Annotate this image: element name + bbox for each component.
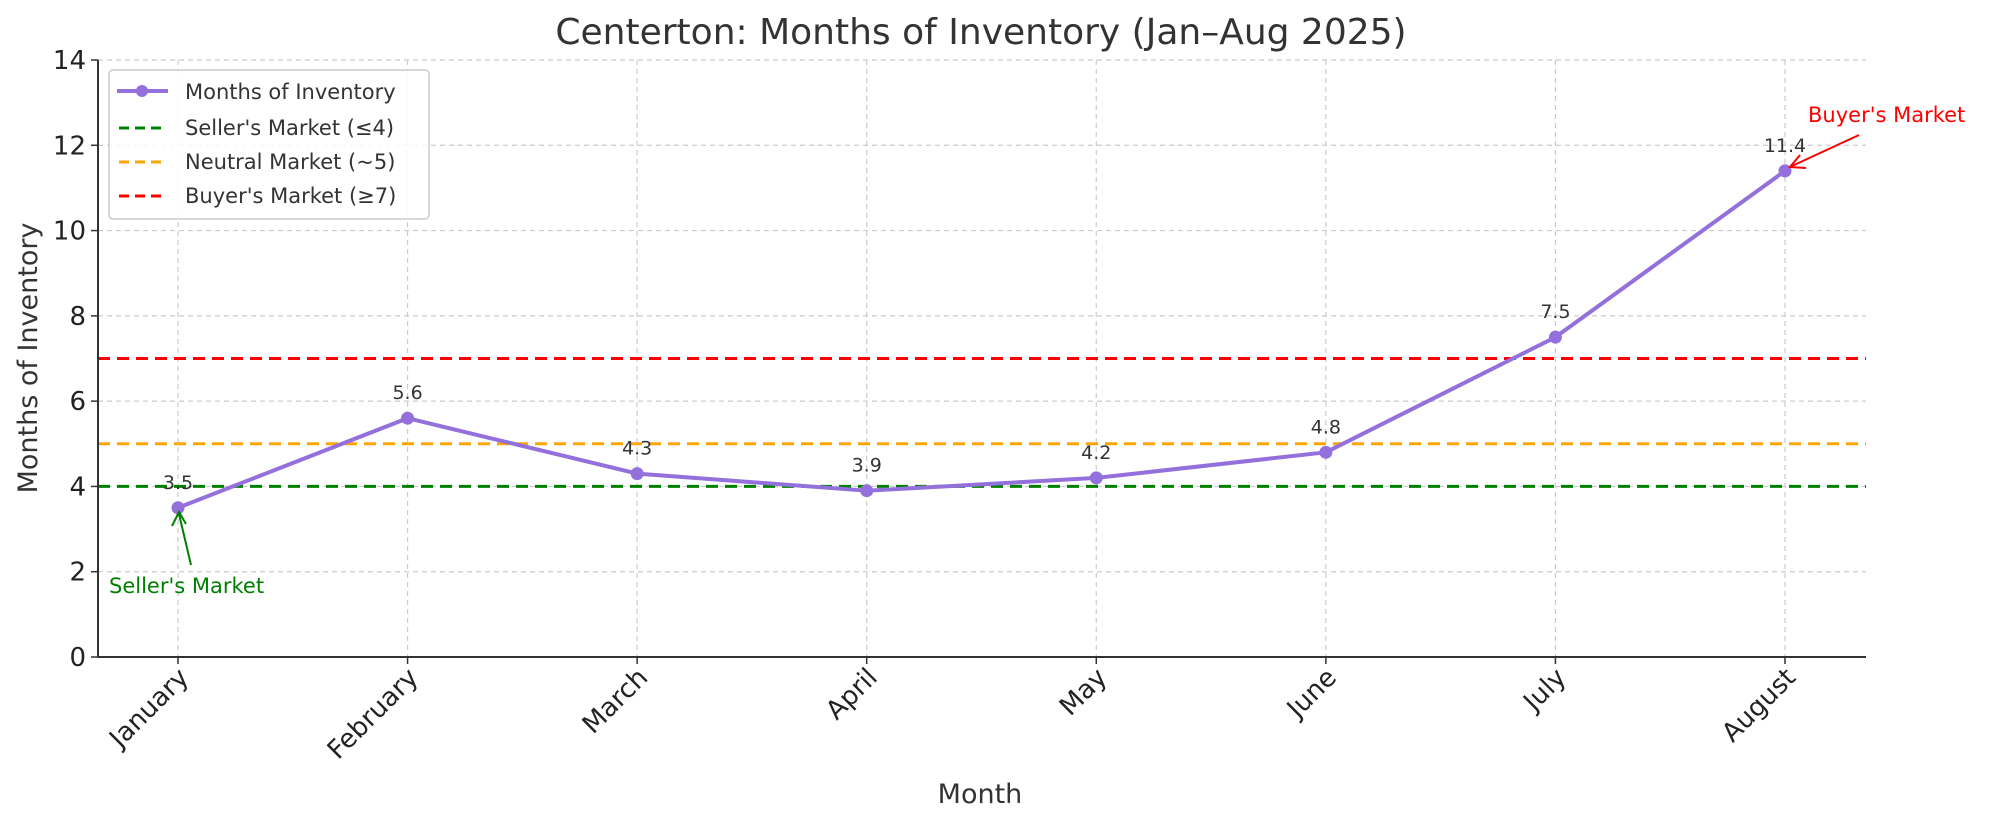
data-point xyxy=(1548,330,1562,344)
data-label: 5.6 xyxy=(392,382,422,404)
data-point xyxy=(630,467,644,481)
data-label: 4.2 xyxy=(1081,442,1111,464)
y-tick-label: 10 xyxy=(53,217,86,247)
legend-marker-icon xyxy=(136,85,148,97)
y-tick-label: 0 xyxy=(69,643,86,673)
x-tick-label: March xyxy=(577,663,654,740)
data-point xyxy=(1089,471,1103,485)
y-tick-label: 6 xyxy=(69,387,86,417)
data-label: 3.5 xyxy=(163,472,193,494)
legend-label-series: Months of Inventory xyxy=(185,80,396,104)
data-point xyxy=(1319,445,1333,459)
data-label: 4.3 xyxy=(622,438,652,460)
y-tick-label: 12 xyxy=(53,131,86,161)
y-ticks: 0 2 4 6 8 10 12 14 xyxy=(53,46,98,673)
legend-label-buyer: Buyer's Market (≥7) xyxy=(185,184,396,208)
data-label: 3.9 xyxy=(852,455,882,477)
buyer-annotation-arrow xyxy=(1791,134,1860,167)
y-tick-label: 4 xyxy=(69,472,86,502)
x-tick-label: August xyxy=(1716,663,1802,749)
buyer-arrow-head-icon xyxy=(1787,154,1807,169)
x-ticks: January February March April May June July Augu… xyxy=(103,657,1802,765)
axes xyxy=(97,60,1866,658)
data-point xyxy=(171,501,185,515)
legend-label-neutral: Neutral Market (~5) xyxy=(185,150,395,174)
y-axis-label: Months of Inventory xyxy=(13,223,44,494)
annotations: Seller's Market Buyer's Market xyxy=(109,103,1965,598)
x-tick-label: July xyxy=(1517,663,1573,719)
x-tick-label: April xyxy=(820,663,883,726)
buyer-annotation-text: Buyer's Market xyxy=(1808,103,1965,127)
series-line xyxy=(177,169,1787,510)
x-tick-label: February xyxy=(322,663,425,766)
data-label: 11.4 xyxy=(1764,135,1806,157)
legend: Months of Inventory Seller's Market (≤4)… xyxy=(108,69,430,220)
legend-label-seller: Seller's Market (≤4) xyxy=(185,116,394,140)
x-axis-label: Month xyxy=(938,779,1023,810)
y-tick-label: 8 xyxy=(69,302,86,332)
data-point xyxy=(401,411,415,425)
x-tick-label: May xyxy=(1054,663,1113,722)
x-tick-label: June xyxy=(1280,663,1343,726)
chart-title: Centerton: Months of Inventory (Jan–Aug … xyxy=(555,12,1406,53)
y-tick-label: 14 xyxy=(53,46,86,76)
seller-annotation-text: Seller's Market xyxy=(109,574,264,598)
reference-lines xyxy=(98,357,1866,488)
data-label: 7.5 xyxy=(1540,301,1570,323)
data-point xyxy=(860,484,874,498)
seller-arrow-head-icon xyxy=(171,509,187,527)
data-label: 4.8 xyxy=(1311,416,1341,438)
x-tick-label: January xyxy=(103,663,195,755)
seller-annotation-arrow xyxy=(178,513,192,566)
y-tick-label: 2 xyxy=(69,558,86,588)
legend-box xyxy=(108,69,430,220)
